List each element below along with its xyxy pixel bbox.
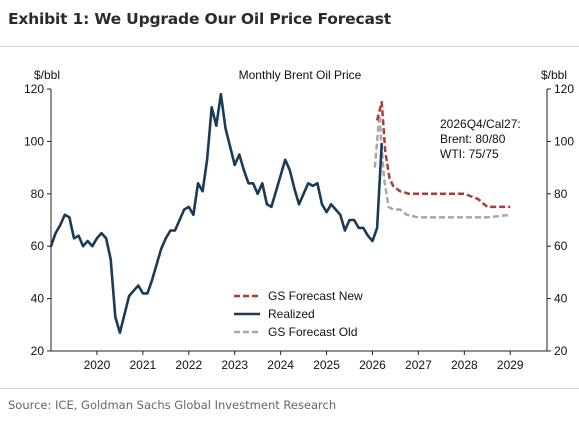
x-tick-label: 2024 [267, 358, 294, 372]
exhibit-title: Exhibit 1: We Upgrade Our Oil Price Fore… [8, 10, 391, 28]
forecast-annotation: 2026Q4/Cal27: Brent: 80/80 WTI: 75/75 [440, 117, 521, 161]
series-lines [49, 92, 511, 335]
top-divider [0, 46, 579, 47]
left-y-tick-label: 120 [24, 82, 44, 96]
annotation-line-2: Brent: 80/80 [440, 132, 506, 146]
chart-title: Monthly Brent Oil Price [239, 68, 362, 82]
right-y-tick-label: 80 [554, 187, 568, 201]
x-tick-label: 2023 [221, 358, 248, 372]
right-y-tick-label: 60 [554, 239, 568, 253]
right-y-tick-label: 100 [554, 134, 574, 148]
bottom-divider [0, 388, 579, 389]
left-y-tick-label: 60 [31, 239, 45, 253]
right-y-tick-label: 20 [554, 344, 568, 358]
source-note: Source: ICE, Goldman Sachs Global Invest… [8, 398, 337, 412]
left-y-tick-label: 100 [24, 134, 44, 148]
series-line-gs-forecast-old [373, 113, 511, 219]
x-tick-label: 2028 [451, 358, 478, 372]
x-tick-label: 2026 [359, 358, 386, 372]
x-tick-label: 2027 [405, 358, 432, 372]
left-y-tick-label: 40 [31, 292, 45, 306]
right-y-tick-label: 120 [554, 82, 574, 96]
brent-oil-price-chart: Monthly Brent Oil Price $/bbl $/bbl 20 40… [24, 68, 574, 372]
left-y-tick-label: 80 [31, 187, 45, 201]
x-tick-label: 2022 [175, 358, 202, 372]
x-tick-labels: 2020 2021 2022 2023 2024 2025 2026 2027 2028 2029 [84, 351, 524, 372]
annotation-line-1: 2026Q4/Cal27: [440, 117, 521, 131]
right-y-tick-labels: 20 40 60 80 100 120 [547, 82, 574, 358]
left-axis-unit: $/bbl [34, 68, 60, 82]
left-y-tick-labels: 20 40 60 80 100 120 [24, 82, 51, 358]
x-tick-label: 2021 [130, 358, 157, 372]
legend-label-forecast-new: GS Forecast New [268, 289, 363, 303]
annotation-line-3: WTI: 75/75 [440, 147, 499, 161]
x-tick-label: 2029 [497, 358, 524, 372]
right-axis-unit: $/bbl [541, 68, 567, 82]
legend: GS Forecast New Realized GS Forecast Old [234, 289, 363, 339]
x-tick-label: 2020 [84, 358, 111, 372]
legend-label-realized: Realized [268, 307, 315, 321]
right-y-tick-label: 40 [554, 292, 568, 306]
series-line-gs-forecast-new [375, 100, 511, 209]
legend-label-forecast-old: GS Forecast Old [268, 325, 357, 339]
x-tick-label: 2025 [313, 358, 340, 372]
series-line-realized [49, 92, 384, 335]
left-y-tick-label: 20 [31, 344, 45, 358]
